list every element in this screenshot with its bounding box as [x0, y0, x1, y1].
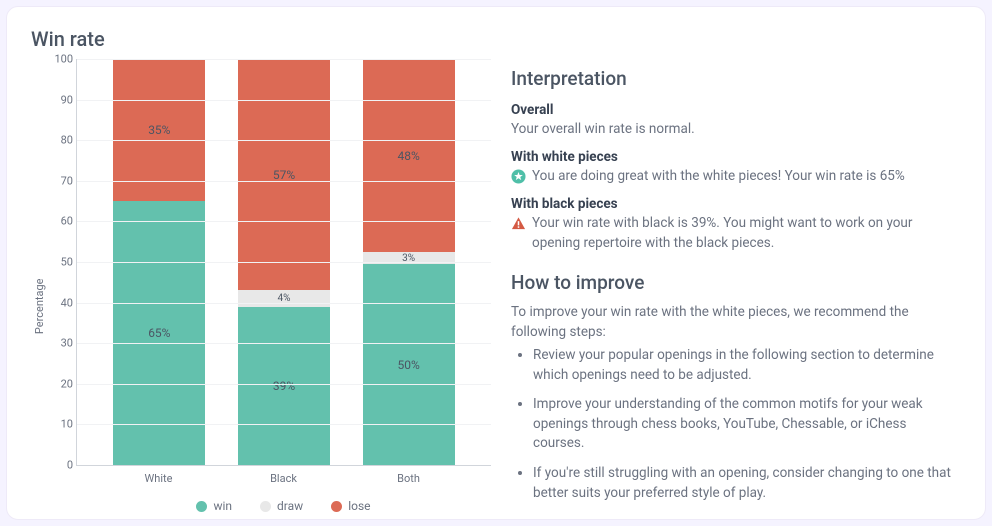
grid-line	[77, 424, 491, 425]
legend-swatch	[196, 501, 207, 512]
win-rate-card: Win rate Percentage 35%65%57%4%39%48%3%5…	[6, 6, 986, 520]
with-black-row: Your win rate with black is 39%. You mig…	[511, 214, 957, 253]
y-tick-label: 0	[47, 459, 73, 472]
plot: 35%65%57%4%39%48%3%50% 01020304050607080…	[76, 59, 491, 466]
overall-text: Your overall win rate is normal.	[511, 120, 957, 140]
improve-intro: To improve your win rate with the white …	[511, 303, 957, 342]
with-white-title: With white pieces	[511, 148, 957, 168]
y-tick-label: 100	[47, 53, 73, 66]
improve-step: If you're still struggling with an openi…	[533, 464, 957, 503]
bar-segment-lose: 35%	[113, 59, 205, 201]
y-tick-label: 60	[47, 215, 73, 228]
y-tick-label: 80	[47, 134, 73, 147]
y-axis-label: Percentage	[31, 59, 46, 513]
y-tick-label: 70	[47, 174, 73, 187]
with-black-text: Your win rate with black is 39%. You mig…	[532, 214, 957, 253]
bar-segment-win: 65%	[113, 201, 205, 465]
legend-swatch	[331, 501, 342, 512]
grid-line	[77, 343, 491, 344]
plot-wrap: 35%65%57%4%39%48%3%50% 01020304050607080…	[46, 59, 491, 513]
warning-icon	[511, 216, 526, 231]
legend-item: draw	[260, 499, 303, 513]
star-good-icon	[511, 169, 526, 184]
y-tick-label: 90	[47, 93, 73, 106]
y-tick-label: 40	[47, 296, 73, 309]
improve-step: Review your popular openings in the foll…	[533, 346, 957, 385]
x-tick-label: Both	[363, 472, 455, 485]
with-white-text: You are doing great with the white piece…	[532, 167, 957, 187]
grid-line	[77, 100, 491, 101]
legend-label: win	[213, 499, 232, 513]
grid-line	[77, 384, 491, 385]
legend-label: draw	[277, 499, 303, 513]
bar-segment-win: 50%	[363, 264, 455, 465]
chart-area: Percentage 35%65%57%4%39%48%3%50% 010203…	[31, 59, 491, 513]
card-title: Win rate	[31, 27, 961, 51]
bar-segment-lose: 57%	[238, 59, 330, 290]
card-content: Percentage 35%65%57%4%39%48%3%50% 010203…	[31, 59, 961, 513]
chart-column: Percentage 35%65%57%4%39%48%3%50% 010203…	[31, 59, 491, 513]
y-tick-label: 30	[47, 337, 73, 350]
grid-line	[77, 59, 491, 60]
bar-segment-draw: 4%	[238, 290, 330, 306]
x-tick-label: White	[113, 472, 205, 485]
x-tick-label: Black	[238, 472, 330, 485]
bar-segment-lose: 48%	[363, 59, 455, 252]
grid-line	[77, 303, 491, 304]
legend-label: lose	[348, 499, 370, 513]
interpretation-column: Interpretation Overall Your overall win …	[511, 59, 961, 513]
improve-steps-list: Review your popular openings in the foll…	[533, 346, 957, 503]
grid-line	[77, 262, 491, 263]
improve-step: Improve your understanding of the common…	[533, 395, 957, 454]
grid-line	[77, 140, 491, 141]
with-white-row: You are doing great with the white piece…	[511, 167, 957, 187]
legend-item: win	[196, 499, 232, 513]
chart-legend: win draw lose	[76, 499, 491, 513]
y-tick-label: 20	[47, 377, 73, 390]
y-tick-label: 10	[47, 418, 73, 431]
x-axis-ticks: White Black Both	[76, 466, 491, 485]
how-to-improve: How to improve To improve your win rate …	[511, 269, 957, 503]
bar-segment-win: 39%	[238, 307, 330, 465]
y-tick-label: 50	[47, 256, 73, 269]
legend-swatch	[260, 501, 271, 512]
grid-line	[77, 181, 491, 182]
grid-line	[77, 221, 491, 222]
improve-heading: How to improve	[511, 269, 957, 297]
overall-title: Overall	[511, 101, 957, 121]
with-black-title: With black pieces	[511, 195, 957, 215]
legend-item: lose	[331, 499, 370, 513]
interpretation-heading: Interpretation	[511, 65, 957, 93]
